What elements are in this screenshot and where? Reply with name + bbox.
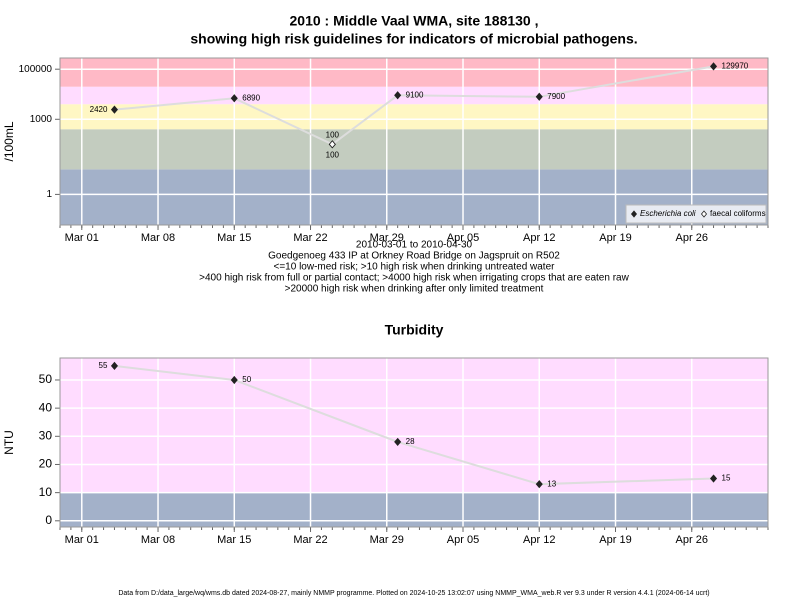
y-tick-label: 40	[39, 400, 53, 414]
legend-marker	[630, 210, 638, 218]
data-label: 15	[722, 474, 731, 483]
data-label: 100	[326, 130, 340, 139]
y-tick-label: 100000	[19, 64, 53, 75]
data-label: 50	[242, 375, 251, 384]
x-tick-label: Apr 05	[447, 534, 479, 546]
data-label: 2420	[90, 105, 108, 114]
data-label: 100	[326, 150, 340, 159]
risk-band	[60, 58, 768, 87]
data-point	[230, 375, 238, 385]
legend-label: faecal coliforms	[710, 209, 766, 218]
x-tick-label: Apr 19	[599, 232, 631, 244]
caption-line: 2010-03-01 to 2010-04-30	[356, 240, 473, 251]
chart-title: Turbidity	[385, 322, 444, 338]
x-tick-label: Mar 15	[217, 534, 251, 546]
y-tick-label: 0	[45, 513, 52, 527]
data-point	[328, 140, 336, 149]
y-tick-label: 20	[39, 457, 53, 471]
y-axis-label: /100mL	[2, 121, 16, 161]
x-tick-label: Mar 29	[370, 534, 404, 546]
x-tick-label: Apr 12	[523, 534, 555, 546]
x-tick-label: Mar 08	[141, 534, 175, 546]
y-tick-label: 1000	[30, 114, 53, 125]
caption-line: >20000 high risk when drinking after onl…	[285, 284, 544, 295]
legend-box	[625, 204, 767, 224]
data-label: 55	[99, 361, 108, 370]
data-label: 13	[547, 479, 556, 488]
x-tick-label: Apr 12	[523, 232, 555, 244]
y-tick-label: 30	[39, 428, 53, 442]
x-tick-label: Apr 05	[447, 232, 479, 244]
legend-label: Escherichia coli	[640, 209, 696, 218]
y-tick-label: 1	[46, 189, 52, 200]
data-point	[230, 94, 238, 103]
chart-title: showing high risk guidelines for indicat…	[190, 31, 637, 47]
x-tick-label: Mar 01	[65, 232, 99, 244]
caption-line: Goedgenoeg 433 IP at Orkney Road Bridge …	[268, 251, 560, 262]
caption-line: <=10 low-med risk; >10 high risk when dr…	[274, 262, 556, 273]
data-point	[394, 91, 402, 100]
x-tick-label: Mar 01	[65, 534, 99, 546]
data-point	[394, 437, 402, 447]
chart-title: 2010 : Middle Vaal WMA, site 188130 ,	[290, 13, 539, 29]
data-label: 6890	[242, 93, 260, 102]
risk-band	[60, 358, 768, 493]
x-tick-label: Mar 22	[293, 232, 327, 244]
x-tick-label: Mar 29	[370, 232, 404, 244]
footer: Data from D:/data_large/wq/wms.db dated …	[118, 590, 709, 597]
data-label: 9100	[406, 90, 424, 99]
y-tick-label: 10	[39, 485, 53, 499]
series-line	[114, 65, 714, 146]
data-point	[535, 480, 543, 489]
x-tick-label: Mar 22	[293, 534, 327, 546]
risk-band	[60, 492, 768, 527]
risk-band	[60, 104, 768, 130]
x-tick-label: Mar 08	[141, 232, 175, 244]
data-point	[710, 62, 718, 71]
caption-line: >400 high risk from full or partial cont…	[199, 273, 629, 284]
legend-marker	[700, 210, 708, 218]
x-tick-label: Apr 26	[676, 232, 708, 244]
x-tick-label: Mar 15	[217, 232, 251, 244]
plot-frame	[59, 357, 769, 528]
x-tick-label: Apr 19	[599, 534, 631, 546]
data-point	[110, 105, 118, 114]
x-tick-label: Apr 26	[676, 534, 708, 546]
risk-band	[60, 129, 768, 170]
data-point	[110, 361, 118, 371]
data-label: 28	[406, 437, 415, 446]
data-label: 129970	[722, 61, 749, 70]
y-axis-label: NTU	[2, 430, 16, 455]
plot-frame	[59, 57, 769, 226]
y-tick-label: 50	[39, 372, 53, 386]
data-label: 7900	[547, 92, 565, 101]
data-point	[535, 92, 543, 101]
data-point	[710, 474, 718, 483]
